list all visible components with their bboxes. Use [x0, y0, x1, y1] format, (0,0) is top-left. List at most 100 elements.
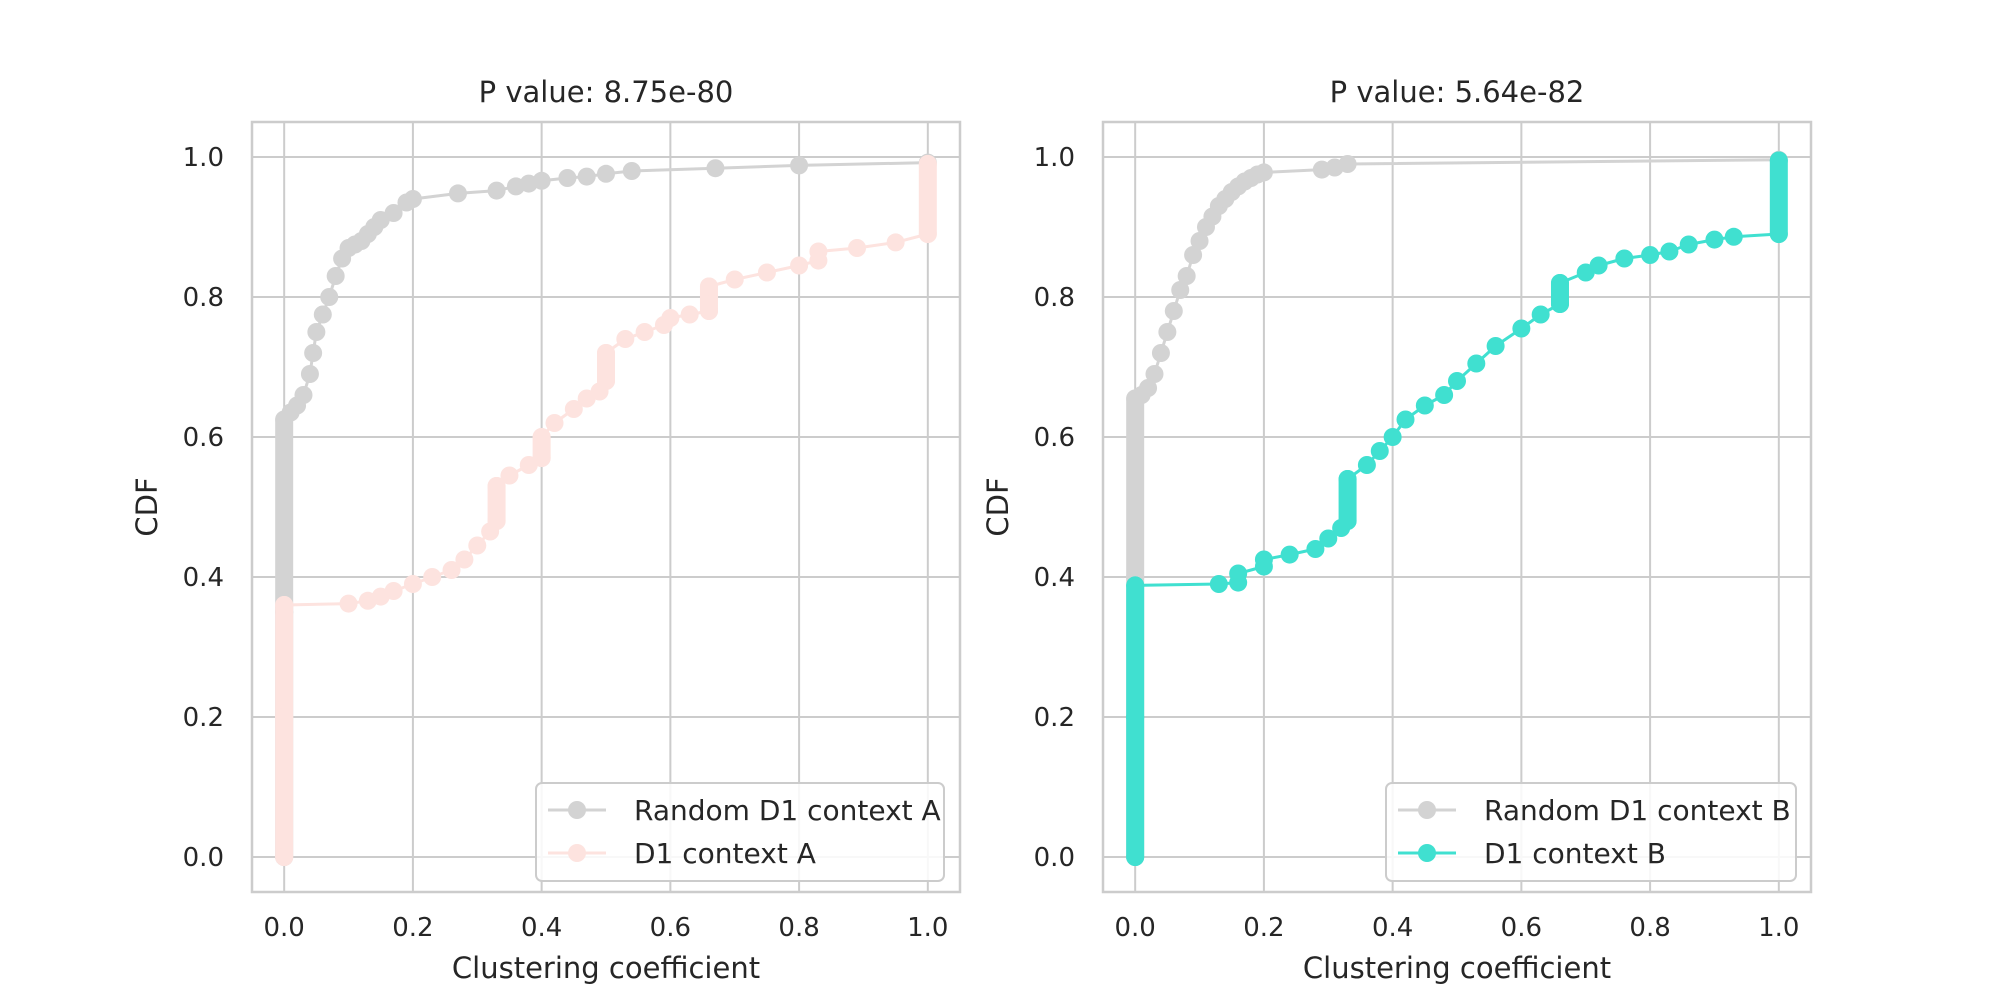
data-point	[1209, 575, 1228, 593]
data-point	[1679, 235, 1698, 254]
x-tick-label: 0.2	[1243, 913, 1284, 943]
data-point	[326, 267, 345, 285]
data-point	[275, 848, 294, 866]
data-point	[532, 171, 551, 190]
y-axis-label: CDF	[130, 477, 164, 536]
data-point	[1254, 163, 1273, 182]
data-point	[848, 239, 867, 257]
y-tick-label: 0.6	[1034, 423, 1075, 453]
data-point	[294, 386, 313, 404]
data-point	[455, 550, 474, 569]
legend-label: Random D1 context B	[1484, 794, 1791, 827]
data-point	[1435, 386, 1454, 404]
data-point	[487, 181, 506, 200]
data-point	[1254, 550, 1273, 569]
data-point	[532, 449, 551, 467]
data-point	[1338, 155, 1357, 173]
data-point	[1177, 267, 1196, 285]
x-tick-label: 1.0	[907, 913, 948, 943]
data-point	[1415, 396, 1434, 415]
y-tick-label: 0.8	[183, 283, 224, 313]
data-point	[1306, 540, 1325, 558]
x-tick-label: 0.6	[650, 913, 691, 943]
data-point	[699, 302, 718, 320]
x-tick-label: 0.8	[1629, 913, 1670, 943]
x-tick-label: 0.2	[392, 913, 433, 943]
data-point	[1171, 281, 1190, 299]
data-point	[468, 536, 487, 555]
data-point	[1383, 428, 1402, 446]
data-point	[809, 242, 828, 261]
data-point	[1705, 230, 1724, 249]
y-tick-label: 0.0	[1034, 843, 1075, 873]
data-point	[313, 305, 332, 324]
data-point	[1126, 576, 1145, 595]
legend: Random D1 context A D1 context A	[535, 782, 945, 882]
data-point	[403, 575, 422, 593]
data-point	[757, 263, 776, 282]
data-point	[1615, 249, 1634, 268]
y-tick-label: 0.2	[183, 703, 224, 733]
x-tick-label: 0.0	[264, 913, 305, 943]
data-point	[1724, 227, 1743, 246]
data-point	[1139, 379, 1158, 397]
data-point	[725, 270, 744, 289]
x-tick-label: 0.0	[1115, 913, 1156, 943]
legend-box	[1385, 782, 1797, 882]
data-point	[275, 708, 294, 726]
data-point	[448, 184, 467, 203]
data-point	[487, 512, 506, 530]
data-point	[661, 309, 680, 327]
data-point	[320, 288, 339, 306]
data-point	[487, 477, 506, 495]
legend-marker	[568, 801, 586, 819]
data-point	[1319, 529, 1338, 548]
data-point	[1660, 242, 1679, 261]
chart-panel-1: 0.0 0.2 0.4 0.6 0.8 1.0 0.0 0.2 0.4 0.6 0.8 1.0 P va…	[130, 75, 962, 985]
data-point	[1769, 225, 1788, 243]
legend-box	[535, 782, 945, 882]
data-point	[886, 233, 905, 252]
data-point	[699, 277, 718, 296]
data-point	[680, 305, 699, 324]
data-point	[532, 428, 551, 446]
data-point	[1550, 295, 1569, 313]
data-point	[635, 323, 654, 341]
chart-title: P value: 8.75e-80	[479, 75, 734, 109]
data-point	[500, 466, 519, 485]
data-point	[1589, 256, 1608, 275]
y-tick-label: 0.4	[183, 563, 224, 593]
legend: Random D1 context B D1 context B	[1385, 782, 1797, 882]
data-point	[1338, 470, 1357, 488]
data-point	[275, 596, 294, 614]
data-point	[1550, 274, 1569, 292]
x-tick-label: 0.6	[1501, 913, 1542, 943]
data-point	[1531, 305, 1550, 324]
chart-title: P value: 5.64e-82	[1330, 75, 1585, 109]
data-point	[304, 344, 323, 362]
data-point	[1184, 246, 1203, 264]
plot-area	[1103, 122, 1811, 892]
data-point	[616, 330, 635, 348]
legend-marker	[568, 844, 586, 862]
data-point	[339, 594, 358, 613]
y-tick-label: 1.0	[183, 143, 224, 173]
data-point	[545, 414, 564, 432]
data-point	[918, 155, 937, 173]
data-point	[918, 225, 937, 243]
y-axis-label: CDF	[981, 477, 1015, 536]
legend-marker	[1418, 801, 1436, 819]
data-point	[1190, 232, 1209, 250]
data-point	[442, 561, 461, 579]
data-point	[597, 372, 615, 390]
data-point	[790, 256, 809, 275]
data-point	[597, 164, 615, 183]
y-tick-label: 1.0	[1034, 143, 1075, 173]
data-point	[1280, 545, 1299, 564]
data-point	[1145, 365, 1164, 383]
x-axis-label: Clustering coefficient	[452, 951, 760, 985]
legend-marker	[1418, 844, 1436, 862]
data-point	[1164, 302, 1183, 320]
data-point	[1151, 344, 1170, 362]
